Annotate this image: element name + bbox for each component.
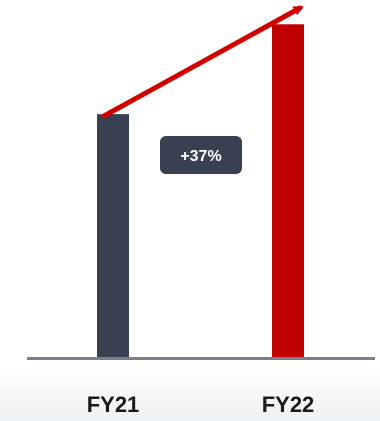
x-tick-labels: FY21 FY22: [87, 392, 315, 417]
bar-fy22: [272, 24, 304, 358]
bottom-background: [0, 368, 380, 421]
growth-arrow: [101, 5, 304, 119]
bars: [97, 24, 304, 358]
x-tick-label-fy21: FY21: [87, 392, 140, 417]
growth-badge: +37%: [160, 136, 242, 174]
bar-fy21: [97, 114, 129, 358]
growth-badge-label: +37%: [180, 148, 221, 165]
growth-badge-background: [160, 136, 242, 174]
x-tick-label-fy22: FY22: [262, 392, 315, 417]
